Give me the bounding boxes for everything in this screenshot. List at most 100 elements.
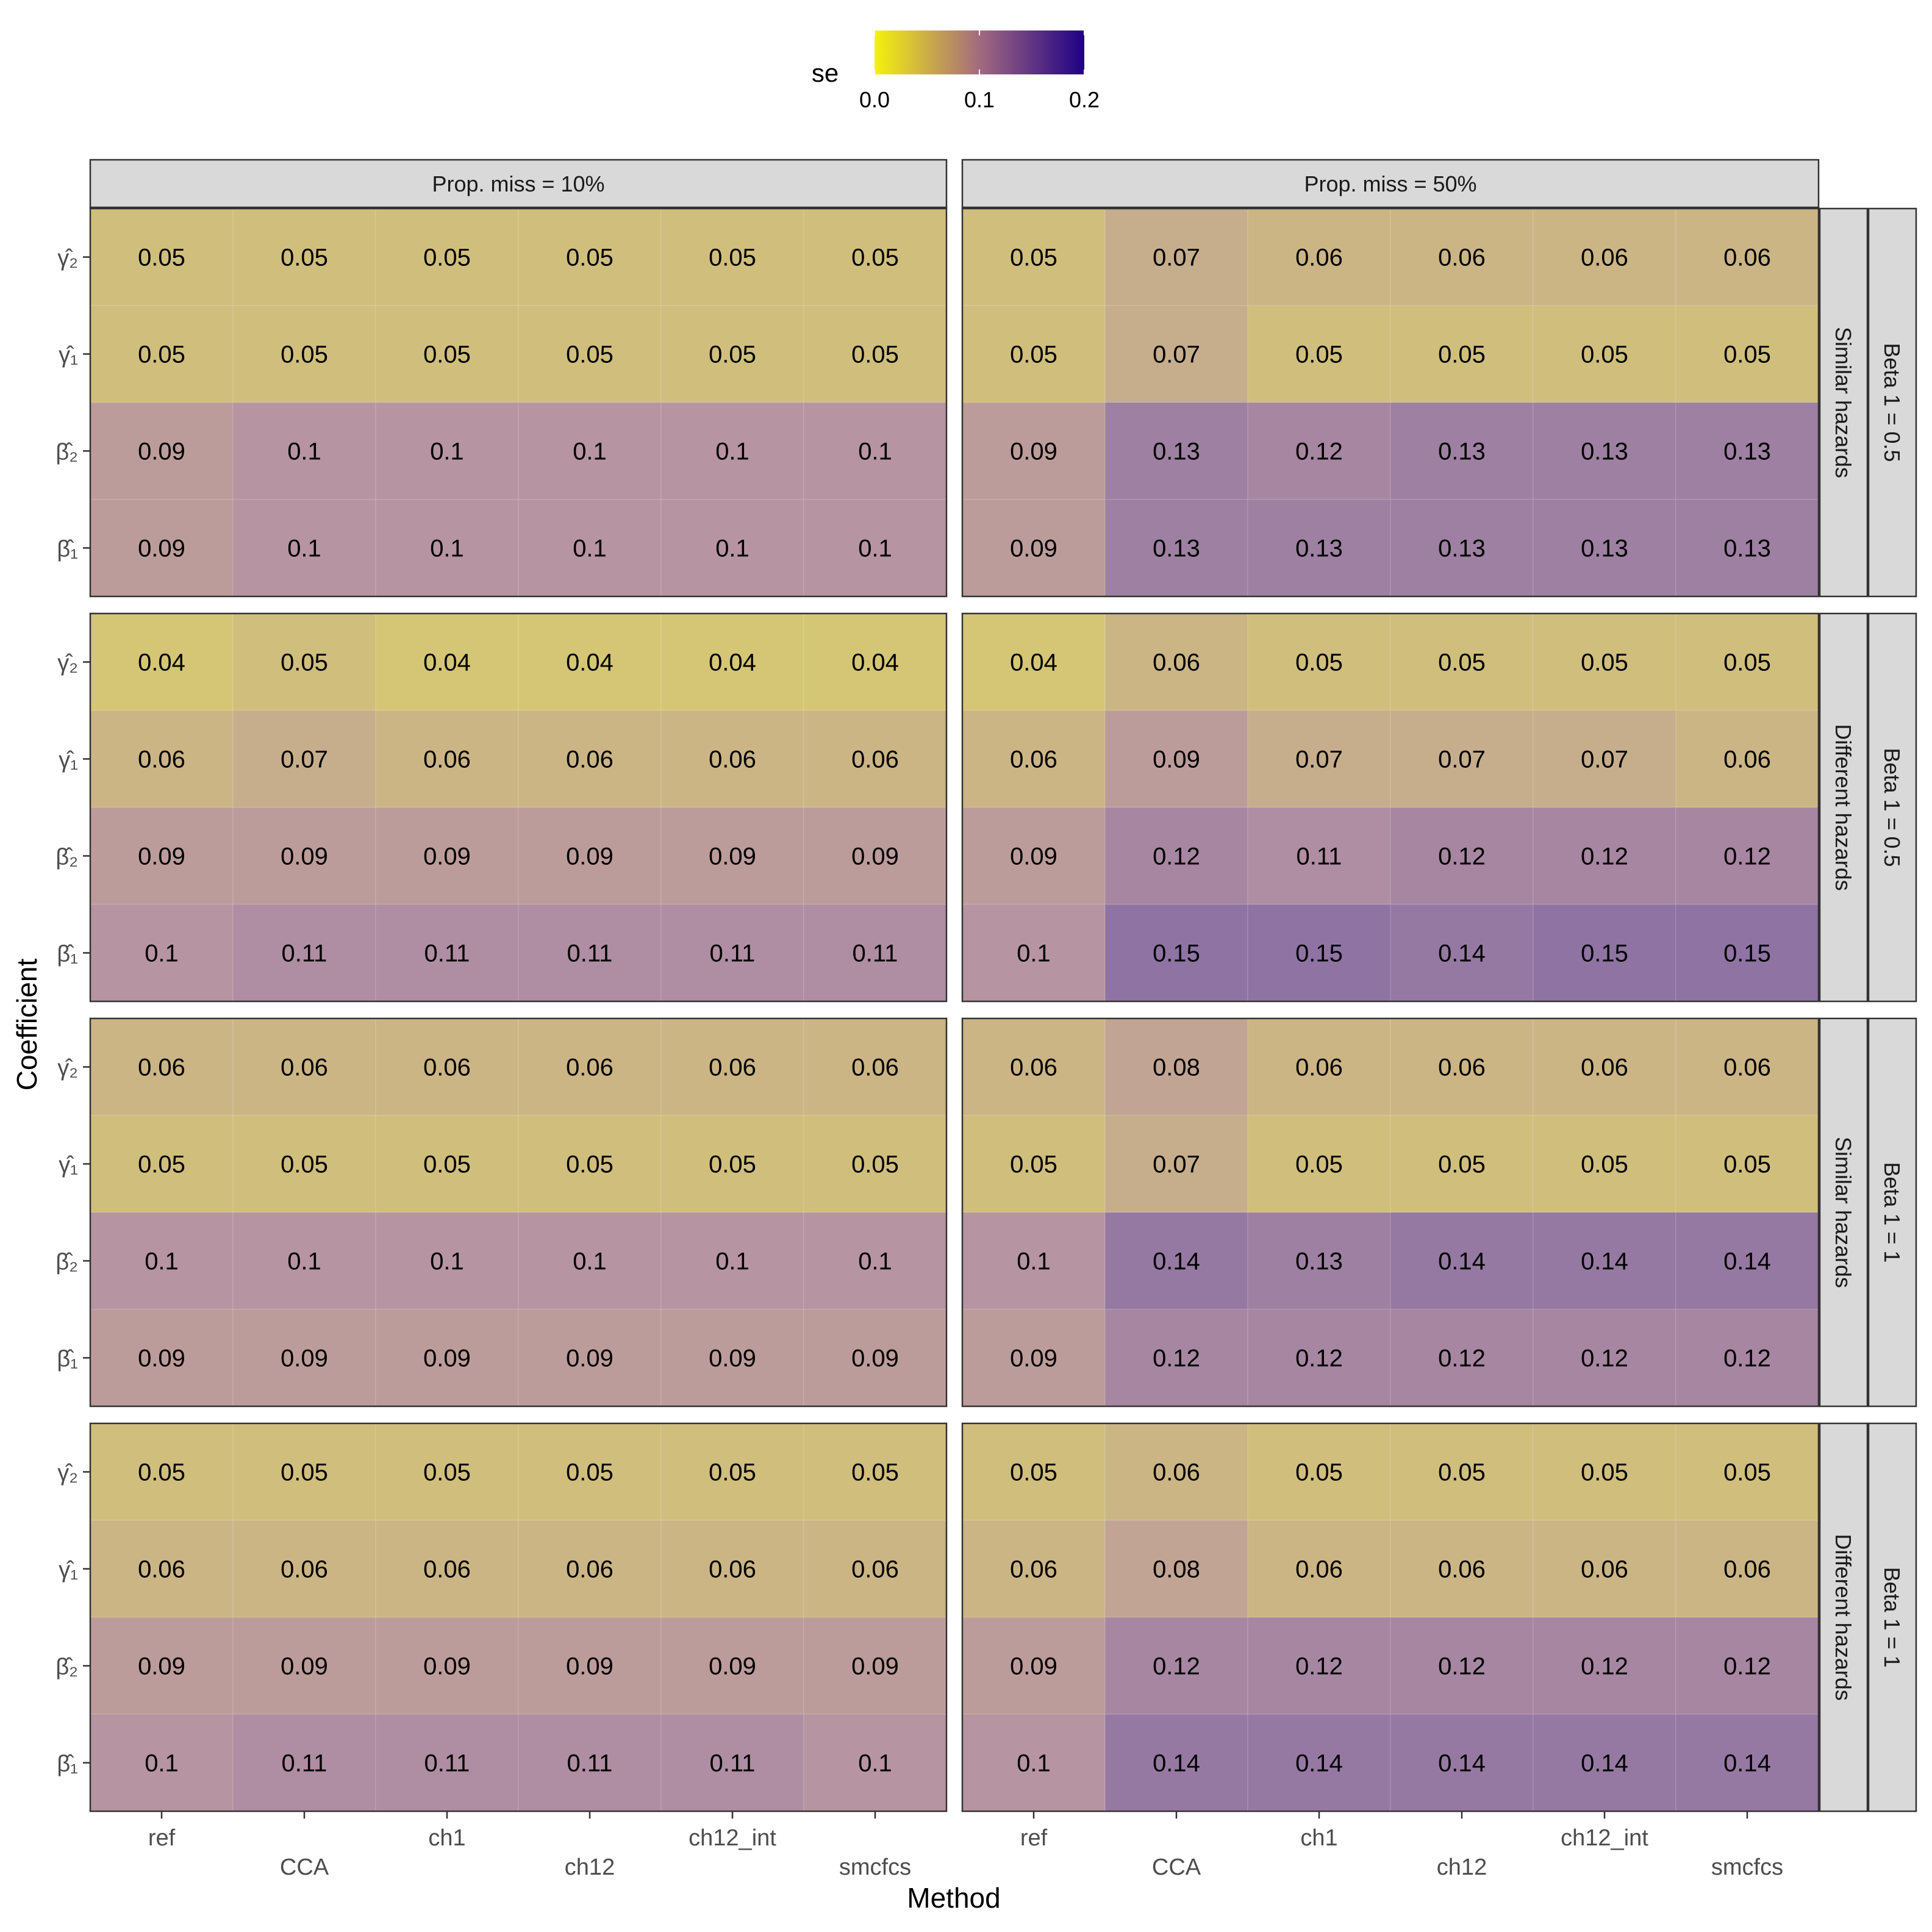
heatmap-cell	[1390, 904, 1534, 1002]
heatmap-cell	[1533, 208, 1676, 306]
heatmap-cell	[90, 1423, 234, 1521]
heatmap-cell	[660, 1520, 804, 1618]
heatmap-cell	[375, 305, 519, 403]
cell-value-label: 0.05	[1723, 342, 1771, 368]
panel-border	[961, 612, 1820, 1003]
heatmap-cell	[1247, 1520, 1391, 1618]
row-facet-strips: Similar hazards Beta 1 = 0.5 Different haz…	[1819, 207, 1917, 1812]
cell-value-label: 0.06	[1438, 1556, 1486, 1583]
cell-value-label: 0.05	[138, 1459, 185, 1486]
cell-value-label: 0.05	[1438, 1151, 1486, 1178]
heatmap-cell	[90, 807, 234, 905]
heatmap-cell	[803, 1212, 947, 1310]
heatmap-cell	[1390, 807, 1534, 905]
cell-value-label: 0.12	[1438, 843, 1486, 870]
cell-value-label: 0.1	[430, 438, 464, 465]
cell-value-label: 0.14	[1295, 1750, 1343, 1777]
cell-value-label: 0.06	[423, 1556, 471, 1583]
panel-border	[89, 612, 948, 1003]
cell-value-label: 0.05	[709, 342, 756, 368]
cell-value-label: 0.05	[1010, 342, 1057, 368]
cell-value-label: 0.05	[423, 1151, 471, 1178]
cell-value-label: 0.1	[715, 535, 750, 562]
row-strip-inner	[1819, 612, 1869, 1003]
heatmap-cell	[375, 402, 519, 500]
heatmap-cell	[375, 1115, 519, 1213]
heatmap-cell	[1675, 1212, 1819, 1310]
cell-value-label: 0.12	[1295, 1345, 1343, 1372]
cell-value-label: 0.11	[424, 1750, 470, 1777]
heatmap-cell	[1247, 904, 1391, 1002]
cell-value-label: 0.1	[858, 1750, 892, 1777]
row-strip-outer	[1867, 612, 1917, 1003]
y-tick-label: β̂₂	[55, 440, 78, 465]
heatmap-cell	[375, 1617, 519, 1715]
cell-value-label: 0.11	[567, 940, 613, 967]
heatmap-cell	[1104, 1714, 1248, 1812]
row-strip-outer-label: Beta 1 = 0.5	[1880, 748, 1905, 867]
heatmap-panel: 0.04 0.06 0.05 0.05 0.05 0.05 0.06 0.09 0.07 0.07…	[961, 612, 1820, 1003]
cell-value-label: 0.12	[1723, 843, 1771, 870]
cell-value-label: 0.06	[1438, 1054, 1486, 1081]
y-tick-label: β̂₁	[57, 1751, 78, 1777]
heatmap-cell	[90, 1520, 234, 1618]
cell-value-label: 0.11	[710, 940, 756, 967]
cell-value-label: 0.06	[566, 746, 614, 773]
heatmap-cell	[803, 1617, 947, 1715]
heatmap-cell	[1104, 1520, 1248, 1618]
cell-value-label: 0.05	[138, 1151, 185, 1178]
heatmap-cell	[962, 1309, 1106, 1407]
x-tick-label: ch12_int	[1561, 1825, 1648, 1851]
heatmap-cell	[660, 807, 804, 905]
heatmap-cell	[962, 1714, 1106, 1812]
heatmap-cell	[375, 1714, 519, 1812]
cell-value-label: 0.11	[853, 940, 898, 967]
cell-value-label: 0.07	[281, 746, 328, 773]
heatmap-cell	[660, 1617, 804, 1715]
heatmap-cell	[1533, 710, 1676, 808]
cell-value-label: 0.1	[858, 1248, 892, 1275]
heatmap-cell	[1533, 1520, 1676, 1618]
heatmap-cell	[803, 710, 947, 808]
cell-value-label: 0.09	[138, 1345, 185, 1372]
x-tick-label: smcfcs	[1711, 1855, 1783, 1880]
legend-tick-label: 0.2	[1069, 87, 1100, 112]
heatmap-cell	[375, 613, 519, 711]
legend-tick-label: 0.0	[859, 87, 890, 112]
y-axis-title: Coefficient	[11, 959, 43, 1091]
heatmap-cell	[803, 208, 947, 306]
x-tick-label: CCA	[1152, 1855, 1201, 1880]
cell-value-label: 0.1	[1017, 940, 1051, 967]
cell-value-label: 0.05	[1295, 649, 1343, 676]
heatmap-cell	[375, 208, 519, 306]
x-tick-label: ref	[1020, 1825, 1048, 1851]
heatmap-cell	[232, 402, 376, 500]
cell-value-label: 0.14	[1723, 1750, 1771, 1777]
heatmap-cell	[90, 710, 234, 808]
cell-value-label: 0.05	[1581, 342, 1628, 368]
cell-value-label: 0.06	[1581, 245, 1628, 271]
column-strip	[89, 159, 948, 209]
cell-value-label: 0.09	[423, 843, 471, 870]
cell-value-label: 0.05	[1723, 1151, 1771, 1178]
column-strip-label: Prop. miss = 50%	[1304, 171, 1476, 196]
heatmap-cell	[962, 1115, 1106, 1213]
cell-value-label: 0.13	[1723, 535, 1771, 562]
heatmap-cell	[1247, 807, 1391, 905]
cell-value-label: 0.12	[1295, 438, 1343, 465]
cell-value-label: 0.1	[858, 535, 892, 562]
row-strip-inner-label: Similar hazards	[1831, 327, 1856, 478]
heatmap-cell	[518, 499, 662, 597]
heatmap-cell	[1533, 807, 1676, 905]
cell-value-label: 0.11	[567, 1750, 613, 1777]
cell-value-label: 0.12	[1581, 1653, 1628, 1680]
heatmap-cell	[1104, 807, 1248, 905]
panel-border	[89, 207, 948, 598]
heatmap-cell	[90, 305, 234, 403]
cell-value-label: 0.05	[709, 1459, 756, 1486]
heatmap-cell	[90, 613, 234, 711]
cell-value-label: 0.1	[145, 1248, 179, 1275]
y-tick-label: β̂₂	[55, 1655, 78, 1680]
cell-value-label: 0.14	[1153, 1248, 1200, 1275]
row-strip-outer	[1867, 207, 1917, 598]
